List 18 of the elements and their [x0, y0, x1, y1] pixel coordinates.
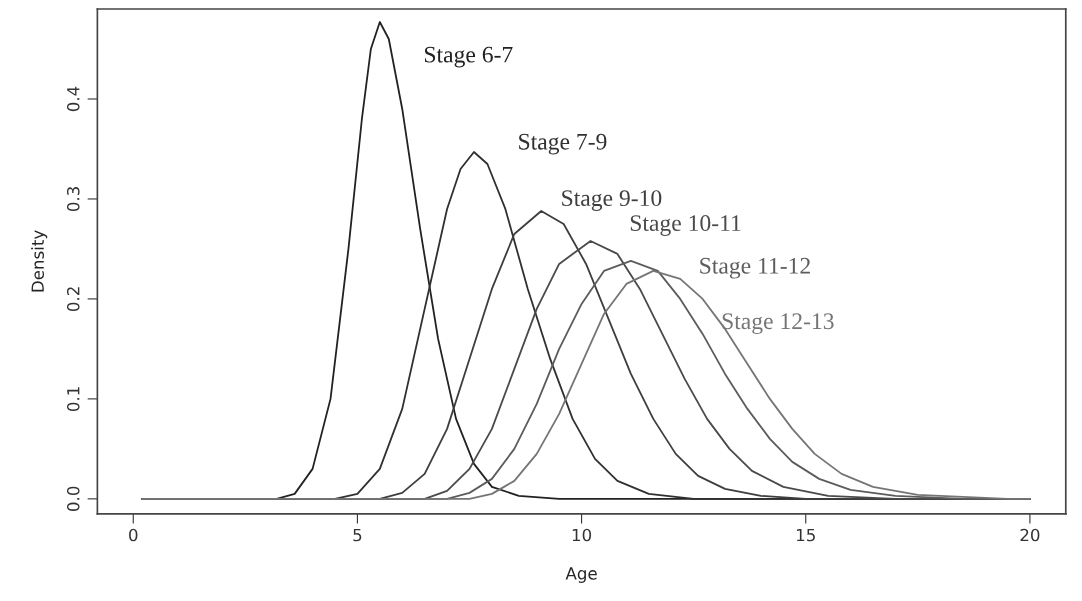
x-tick-label: 10	[572, 528, 592, 542]
series-label: Stage 7-9	[519, 133, 607, 155]
x-tick-label: 15	[796, 528, 815, 542]
y-tick-label: 0.0	[66, 486, 80, 512]
x-tick-label: 5	[353, 528, 362, 542]
series-label: Stage 11-12	[700, 257, 810, 279]
series-label: Stage 9-10	[562, 190, 662, 211]
y-tick-label: 0.1	[66, 387, 80, 412]
y-axis-title: Density	[31, 230, 48, 292]
x-tick-label: 0	[129, 528, 138, 542]
y-tick-label: 0.4	[66, 86, 80, 112]
y-tick-label: 0.2	[66, 287, 80, 312]
x-tick-label: 20	[1020, 528, 1040, 542]
y-tick-label: 0.3	[66, 187, 80, 212]
x-axis-title: Age	[565, 567, 597, 583]
series-label: Stage 12-13	[722, 313, 834, 335]
series-label: Stage 10-11	[630, 215, 741, 236]
series-label: Stage 6-7	[424, 46, 513, 68]
